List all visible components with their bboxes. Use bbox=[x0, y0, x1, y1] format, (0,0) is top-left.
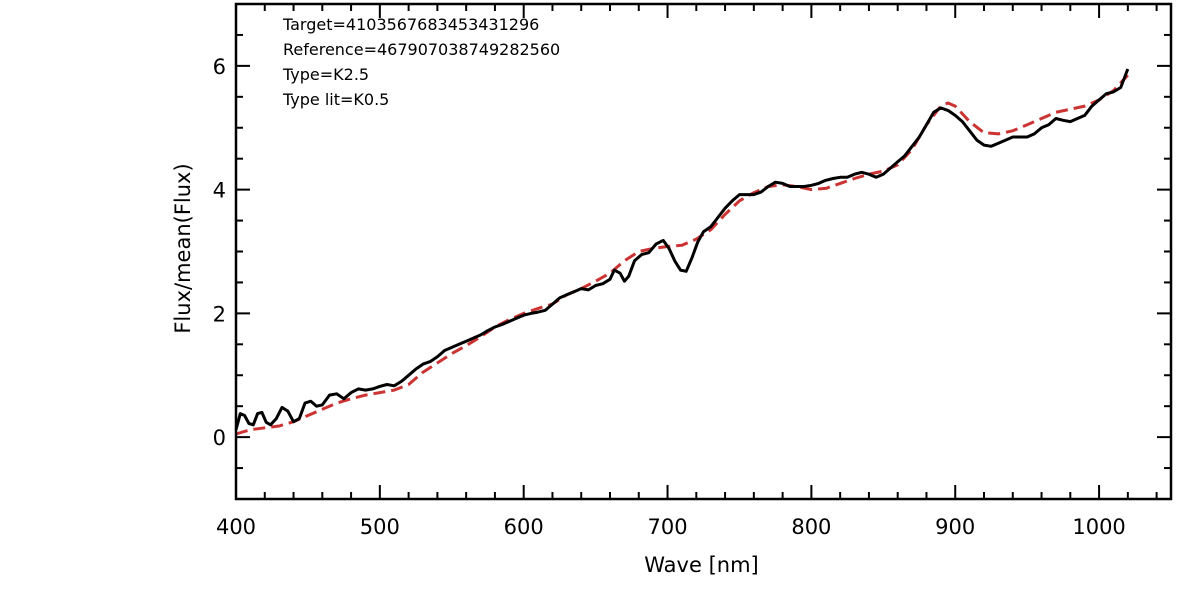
annotation-type: Type=K2.5 bbox=[282, 65, 369, 84]
annotation-type-lit: Type lit=K0.5 bbox=[282, 90, 389, 109]
annotation-reference: Reference=4679070387492825​60 bbox=[283, 40, 560, 59]
plot-frame bbox=[234, 2, 1173, 501]
x-tick-label: 600 bbox=[504, 515, 544, 539]
y-tick-label: 4 bbox=[213, 179, 226, 203]
target-series-line bbox=[234, 68, 1130, 431]
series-layer bbox=[234, 68, 1130, 436]
annotation-target: Target=4103567683453431296 bbox=[282, 15, 539, 34]
annotations: Target=4103567683453431296 Reference=467… bbox=[282, 15, 560, 109]
x-tick-label: 900 bbox=[935, 515, 975, 539]
y-tick-label: 2 bbox=[213, 302, 226, 326]
y-tick-label: 0 bbox=[213, 426, 226, 450]
y-axis-label: Flux/mean(Flux) bbox=[171, 163, 195, 333]
x-axis-label: Wave [nm] bbox=[644, 553, 758, 577]
x-tick-label: 1000 bbox=[1072, 515, 1125, 539]
x-tick-label: 700 bbox=[647, 515, 687, 539]
ticks-layer: 400 500 600 700 800 900 1000 0 2 4 6 bbox=[213, 3, 1171, 539]
x-tick-label: 400 bbox=[216, 515, 256, 539]
y-tick-label: 6 bbox=[213, 55, 226, 79]
reference-series-line bbox=[235, 74, 1129, 436]
x-tick-label: 500 bbox=[360, 515, 400, 539]
x-tick-label: 800 bbox=[791, 515, 831, 539]
